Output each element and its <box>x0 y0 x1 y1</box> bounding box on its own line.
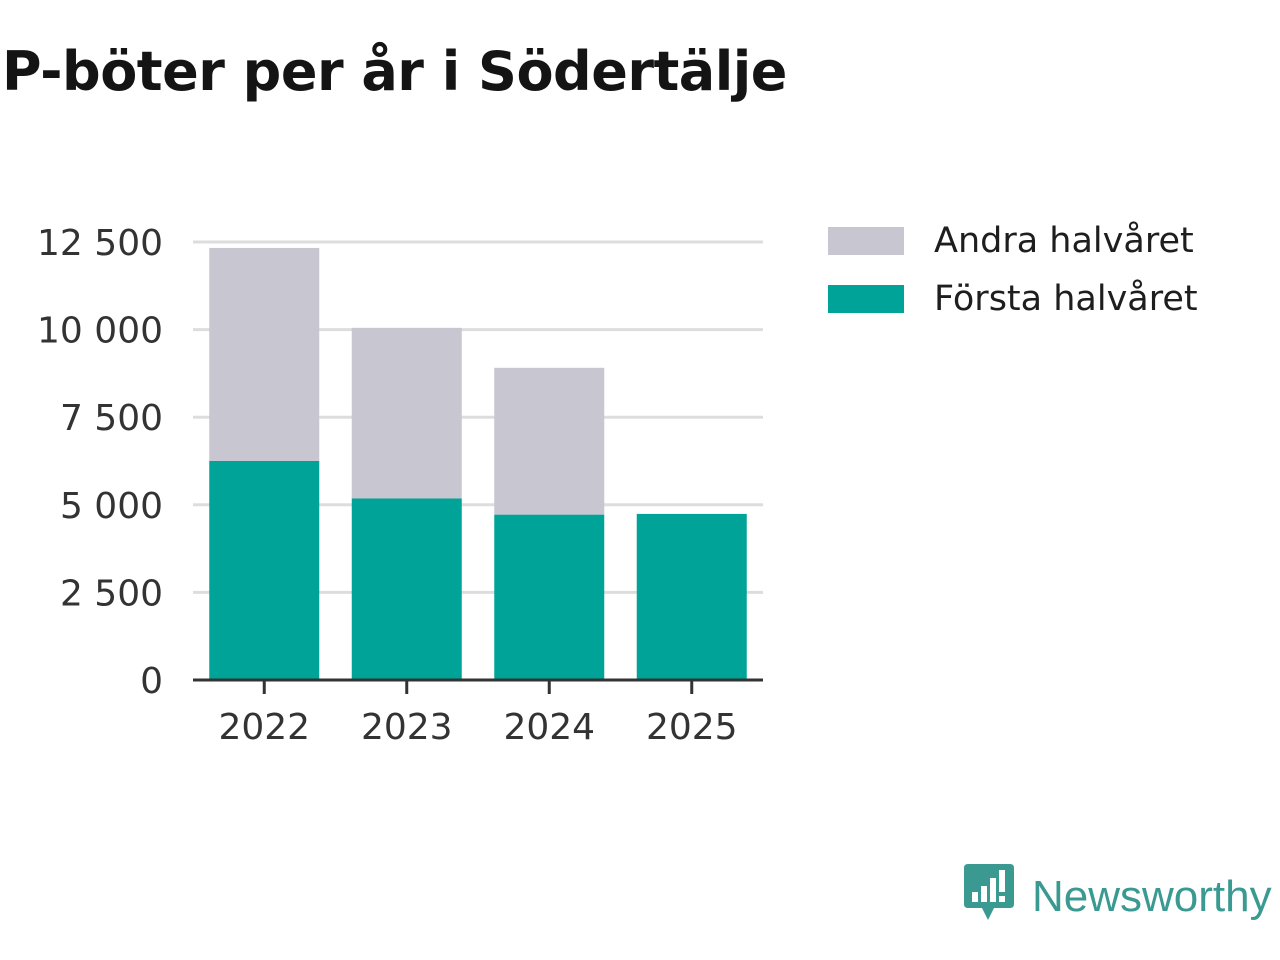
bar-first-half-2024 <box>494 514 605 680</box>
newsworthy-logo-icon <box>964 864 1014 930</box>
chart-title: P-böter per år i Södertälje <box>2 40 787 103</box>
legend-item-first-half: Första halvåret <box>828 276 1198 322</box>
tick-labels: 0 2 500 5 000 7 500 10 000 12 500 2022 2023 2024… <box>37 223 738 748</box>
x-tick-label: 2023 <box>361 707 453 748</box>
brand-name: Newsworthy <box>1032 872 1272 921</box>
legend-swatch-first-half <box>828 285 904 313</box>
axes <box>193 678 763 694</box>
y-tick-label: 12 500 <box>37 223 163 264</box>
bar-first-half-2023 <box>351 498 462 680</box>
bar-second-half-2022 <box>209 247 320 461</box>
bar-second-half-2024 <box>494 367 605 515</box>
y-tick-label: 0 <box>140 661 163 702</box>
bars <box>209 247 747 680</box>
x-tick-label: 2025 <box>646 707 738 748</box>
legend-item-second-half: Andra halvåret <box>828 218 1198 264</box>
legend-label-second-half: Andra halvåret <box>934 221 1194 261</box>
legend-label-first-half: Första halvåret <box>934 279 1198 319</box>
y-tick-label: 7 500 <box>60 398 163 439</box>
bar-second-half-2023 <box>351 327 462 499</box>
x-tick-label: 2022 <box>218 707 310 748</box>
y-tick-label: 2 500 <box>60 573 163 614</box>
legend-swatch-second-half <box>828 227 904 255</box>
bar-first-half-2025 <box>636 513 747 680</box>
bar-first-half-2022 <box>209 461 320 680</box>
x-tick-label: 2024 <box>503 707 595 748</box>
y-tick-label: 5 000 <box>60 486 163 527</box>
legend: Andra halvåret Första halvåret <box>828 218 1198 334</box>
brand-logo: Newsworthy <box>964 864 1272 930</box>
y-tick-label: 10 000 <box>37 311 163 352</box>
